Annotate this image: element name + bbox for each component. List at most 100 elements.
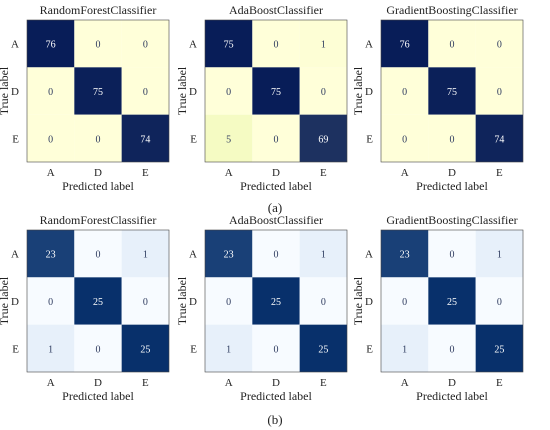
y-tick-label: A bbox=[11, 249, 19, 261]
matrix-cell bbox=[252, 67, 300, 115]
matrix-cell bbox=[121, 20, 169, 68]
y-tick-label: D bbox=[365, 86, 373, 98]
matrix-cell bbox=[205, 324, 253, 372]
y-tick-label: A bbox=[189, 249, 197, 261]
y-tick-label: D bbox=[11, 296, 19, 308]
matrix-cell bbox=[428, 324, 476, 372]
y-tick-label: A bbox=[365, 249, 373, 261]
cell-value-label: 0 bbox=[402, 297, 407, 308]
matrix-cell bbox=[381, 67, 429, 115]
cell-value-label: 25 bbox=[318, 344, 328, 355]
matrix-frame bbox=[26, 19, 170, 163]
matrix-cell bbox=[381, 230, 429, 278]
cell-value-label: 74 bbox=[494, 134, 504, 145]
panel-title: GradientBoostingClassifier bbox=[386, 3, 517, 17]
cell-value-label: 23 bbox=[224, 250, 234, 261]
matrix-cell bbox=[121, 324, 169, 372]
cell-value-label: 1 bbox=[226, 344, 231, 355]
matrix-cell bbox=[252, 230, 300, 278]
cell-value-label: 76 bbox=[400, 40, 410, 51]
y-tick-label: D bbox=[365, 296, 373, 308]
matrix-cell bbox=[252, 277, 300, 325]
matrix-cell bbox=[252, 324, 300, 372]
matrix-cell bbox=[205, 277, 253, 325]
matrix-cell bbox=[299, 324, 347, 372]
matrix-cell bbox=[299, 67, 347, 115]
caption-a: (a) bbox=[268, 200, 282, 215]
matrix-cell bbox=[121, 114, 169, 162]
x-tick-label: D bbox=[272, 377, 280, 389]
y-tick-label: D bbox=[189, 296, 197, 308]
cell-value-label: 25 bbox=[494, 344, 504, 355]
x-tick-label: E bbox=[496, 167, 503, 179]
cell-value-label: 75 bbox=[93, 87, 103, 98]
matrix-cell bbox=[74, 277, 122, 325]
x-tick-label: E bbox=[496, 377, 503, 389]
cell-value-label: 1 bbox=[48, 344, 53, 355]
cell-value-label: 25 bbox=[271, 297, 281, 308]
matrix-cell bbox=[381, 114, 429, 162]
matrix-cell bbox=[121, 67, 169, 115]
cell-value-label: 0 bbox=[402, 87, 407, 98]
matrix-cell bbox=[252, 20, 300, 68]
cell-value-label: 25 bbox=[140, 344, 150, 355]
cell-value-label: 0 bbox=[96, 40, 101, 51]
x-tick-label: D bbox=[448, 167, 456, 179]
cell-value-label: 0 bbox=[321, 87, 326, 98]
cell-value-label: 0 bbox=[48, 134, 53, 145]
y-tick-label: E bbox=[366, 133, 373, 145]
x-tick-label: A bbox=[225, 377, 233, 389]
matrix-cell bbox=[74, 20, 122, 68]
matrix-cell bbox=[475, 114, 523, 162]
matrix-cell bbox=[475, 67, 523, 115]
y-tick-label: E bbox=[366, 343, 373, 355]
matrix-frame bbox=[204, 19, 348, 163]
cell-value-label: 0 bbox=[226, 297, 231, 308]
matrix-cell bbox=[475, 20, 523, 68]
cell-value-label: 0 bbox=[143, 87, 148, 98]
matrix-cell bbox=[381, 20, 429, 68]
matrix-cell bbox=[381, 277, 429, 325]
matrix-cell bbox=[74, 230, 122, 278]
x-tick-label: A bbox=[47, 377, 55, 389]
panel-title: RandomForestClassifier bbox=[40, 213, 157, 227]
cell-value-label: 23 bbox=[400, 250, 410, 261]
matrix-cell bbox=[299, 277, 347, 325]
cell-value-label: 1 bbox=[497, 250, 502, 261]
cell-value-label: 0 bbox=[274, 250, 279, 261]
matrix-cell bbox=[428, 20, 476, 68]
cell-value-label: 0 bbox=[497, 87, 502, 98]
y-tick-label: E bbox=[12, 343, 19, 355]
matrix-cell bbox=[299, 20, 347, 68]
matrix-cell bbox=[205, 20, 253, 68]
matrix-cell bbox=[27, 324, 75, 372]
y-axis-label: True label bbox=[175, 66, 189, 115]
matrix-cell bbox=[74, 114, 122, 162]
cell-value-label: 23 bbox=[46, 250, 56, 261]
panel-title: AdaBoostClassifier bbox=[229, 3, 323, 17]
cell-value-label: 75 bbox=[447, 87, 457, 98]
cell-value-label: 75 bbox=[224, 40, 234, 51]
panel-title: AdaBoostClassifier bbox=[229, 213, 323, 227]
matrix-cell bbox=[27, 20, 75, 68]
matrix-cell bbox=[428, 230, 476, 278]
cell-value-label: 0 bbox=[96, 134, 101, 145]
y-tick-label: A bbox=[11, 39, 19, 51]
x-tick-label: E bbox=[142, 377, 149, 389]
matrix-cell bbox=[27, 277, 75, 325]
x-axis-label: Predicted label bbox=[416, 179, 488, 193]
y-axis-label: True label bbox=[175, 276, 189, 325]
x-tick-label: D bbox=[94, 377, 102, 389]
cell-value-label: 69 bbox=[318, 134, 328, 145]
cell-value-label: 1 bbox=[143, 250, 148, 261]
matrix-cell bbox=[205, 67, 253, 115]
x-tick-label: E bbox=[320, 377, 327, 389]
x-tick-label: A bbox=[401, 167, 409, 179]
matrix-cell bbox=[299, 230, 347, 278]
cell-value-label: 0 bbox=[497, 297, 502, 308]
x-tick-label: D bbox=[448, 377, 456, 389]
cell-value-label: 0 bbox=[274, 40, 279, 51]
x-axis-label: Predicted label bbox=[416, 389, 488, 403]
cell-value-label: 74 bbox=[140, 134, 150, 145]
panel-title: RandomForestClassifier bbox=[40, 3, 157, 17]
